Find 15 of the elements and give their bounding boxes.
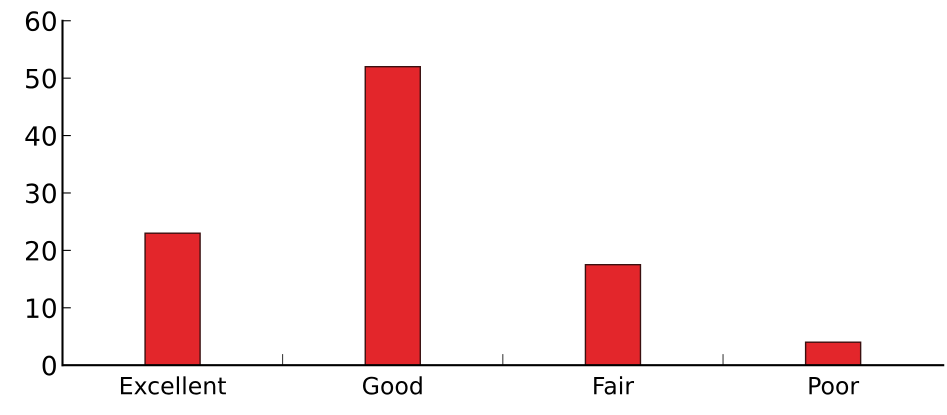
y-tick-label: 0: [42, 356, 56, 376]
y-tick-label: 30: [26, 183, 56, 204]
x-tick-label: Excellent: [120, 376, 226, 395]
bar: [144, 232, 201, 366]
y-tick-label: 10: [26, 298, 56, 318]
bar: [364, 66, 421, 366]
y-tick-label: 60: [26, 11, 56, 32]
bar: [584, 264, 642, 366]
x-tick-label: Fair: [594, 376, 634, 395]
y-tick-label: 40: [25, 126, 56, 146]
bar: [804, 342, 862, 366]
y-tick-label: 20: [26, 240, 56, 261]
x-tick-label: Poor: [809, 377, 860, 395]
x-tick-label: Good: [363, 376, 422, 395]
y-tick-label: 50: [26, 68, 56, 89]
